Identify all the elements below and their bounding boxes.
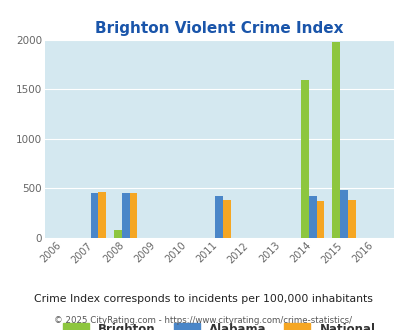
Bar bbox=[331, 42, 339, 238]
Bar bbox=[301, 80, 308, 238]
Bar bbox=[114, 230, 121, 238]
Bar bbox=[339, 190, 347, 238]
Text: Crime Index corresponds to incidents per 100,000 inhabitants: Crime Index corresponds to incidents per… bbox=[34, 294, 371, 304]
Bar bbox=[308, 195, 316, 238]
Bar bbox=[316, 201, 324, 238]
Bar bbox=[129, 193, 137, 238]
Text: © 2025 CityRating.com - https://www.cityrating.com/crime-statistics/: © 2025 CityRating.com - https://www.city… bbox=[54, 316, 351, 325]
Bar bbox=[223, 200, 230, 238]
Bar bbox=[90, 193, 98, 238]
Title: Brighton Violent Crime Index: Brighton Violent Crime Index bbox=[95, 21, 343, 36]
Legend: Brighton, Alabama, National: Brighton, Alabama, National bbox=[58, 319, 379, 330]
Bar bbox=[98, 191, 106, 238]
Bar bbox=[122, 193, 129, 238]
Bar bbox=[347, 200, 355, 238]
Bar bbox=[215, 195, 223, 238]
